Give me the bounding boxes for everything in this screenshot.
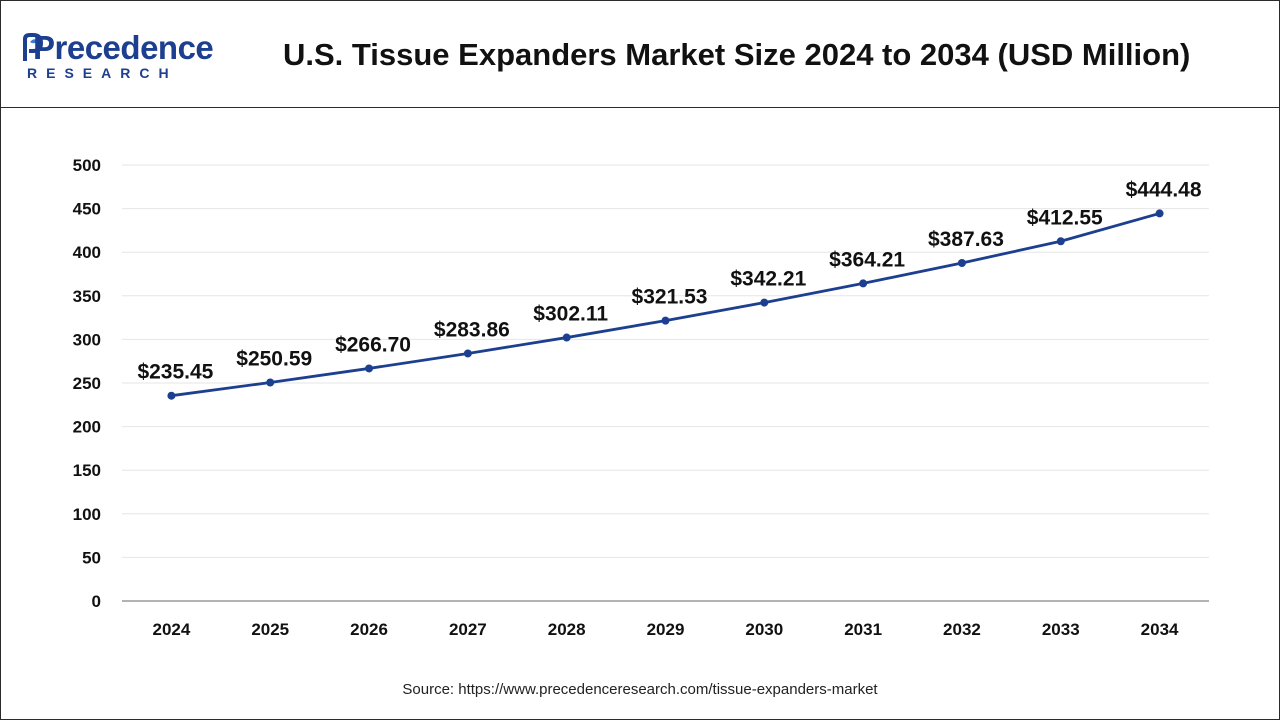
data-label-2027: $283.86 xyxy=(434,318,510,341)
logo-wordmark: Precedence xyxy=(33,29,214,66)
data-label-2030: $342.21 xyxy=(730,268,806,291)
axis-layer: 0 50 100 150 200 250 300 350 400 450 500 2024 2025 20… xyxy=(73,156,1209,639)
data-point-2031 xyxy=(859,279,868,288)
y-tick-label-500: 500 xyxy=(73,156,101,175)
x-tick-label-2030: 2030 xyxy=(745,620,783,639)
data-label-layer: $235.45 $250.59 $266.70 $283.86 $302.11 $321.… xyxy=(137,178,1201,383)
data-point-2025 xyxy=(266,378,275,387)
data-point-2030 xyxy=(760,298,769,307)
x-tick-label-2031: 2031 xyxy=(844,620,882,639)
y-tick-label-50: 50 xyxy=(82,548,101,567)
y-tick-label-300: 300 xyxy=(73,330,101,349)
source-note: Source: https://www.precedenceresearch.c… xyxy=(402,681,878,698)
x-tick-label-2026: 2026 xyxy=(350,620,388,639)
y-tick-label-450: 450 xyxy=(73,200,101,219)
data-label-2034: $444.48 xyxy=(1126,178,1202,201)
y-tick-label-0: 0 xyxy=(92,592,101,611)
x-tick-label-2025: 2025 xyxy=(251,620,289,639)
data-point-2026 xyxy=(365,364,374,373)
data-point-2027 xyxy=(463,349,472,358)
data-label-2028: $302.11 xyxy=(533,303,608,326)
y-tick-label-250: 250 xyxy=(73,374,101,393)
logo-subtitle: RESEARCH xyxy=(27,65,178,81)
data-label-2031: $364.21 xyxy=(829,248,905,271)
logo: Precedence RESEARCH xyxy=(23,29,214,85)
x-tick-label-2028: 2028 xyxy=(548,620,586,639)
x-tick-label-2029: 2029 xyxy=(647,620,685,639)
data-label-2033: $412.55 xyxy=(1027,206,1103,229)
data-point-2028 xyxy=(562,333,571,342)
data-label-2024: $235.45 xyxy=(137,361,213,384)
data-label-2026: $266.70 xyxy=(335,333,411,356)
x-tick-label-2032: 2032 xyxy=(943,620,981,639)
y-tick-label-350: 350 xyxy=(73,287,101,306)
data-label-2032: $387.63 xyxy=(928,228,1004,251)
data-point-2032 xyxy=(957,258,966,267)
x-tick-label-2033: 2033 xyxy=(1042,620,1080,639)
chart-title: U.S. Tissue Expanders Market Size 2024 t… xyxy=(283,37,1191,72)
y-tick-label-400: 400 xyxy=(73,243,101,262)
y-tick-label-150: 150 xyxy=(73,461,101,480)
y-tick-label-100: 100 xyxy=(73,505,101,524)
x-tick-label-2024: 2024 xyxy=(152,620,190,639)
header: Precedence RESEARCH U.S. Tissue Expander… xyxy=(1,1,1279,108)
data-point-2029 xyxy=(661,316,670,325)
y-tick-label-200: 200 xyxy=(73,418,101,437)
data-label-2029: $321.53 xyxy=(632,286,708,309)
data-point-2034 xyxy=(1155,209,1164,218)
grid-layer xyxy=(122,164,1209,558)
series-layer xyxy=(167,209,1164,400)
x-tick-label-2027: 2027 xyxy=(449,620,487,639)
data-point-2024 xyxy=(167,391,176,400)
logo-leaf-icon xyxy=(23,33,43,61)
data-label-2025: $250.59 xyxy=(236,347,312,370)
x-tick-label-2034: 2034 xyxy=(1141,620,1179,639)
data-point-2033 xyxy=(1056,237,1065,246)
line-chart: 0 50 100 150 200 250 300 350 400 450 500 2024 2025 20… xyxy=(73,156,1209,639)
